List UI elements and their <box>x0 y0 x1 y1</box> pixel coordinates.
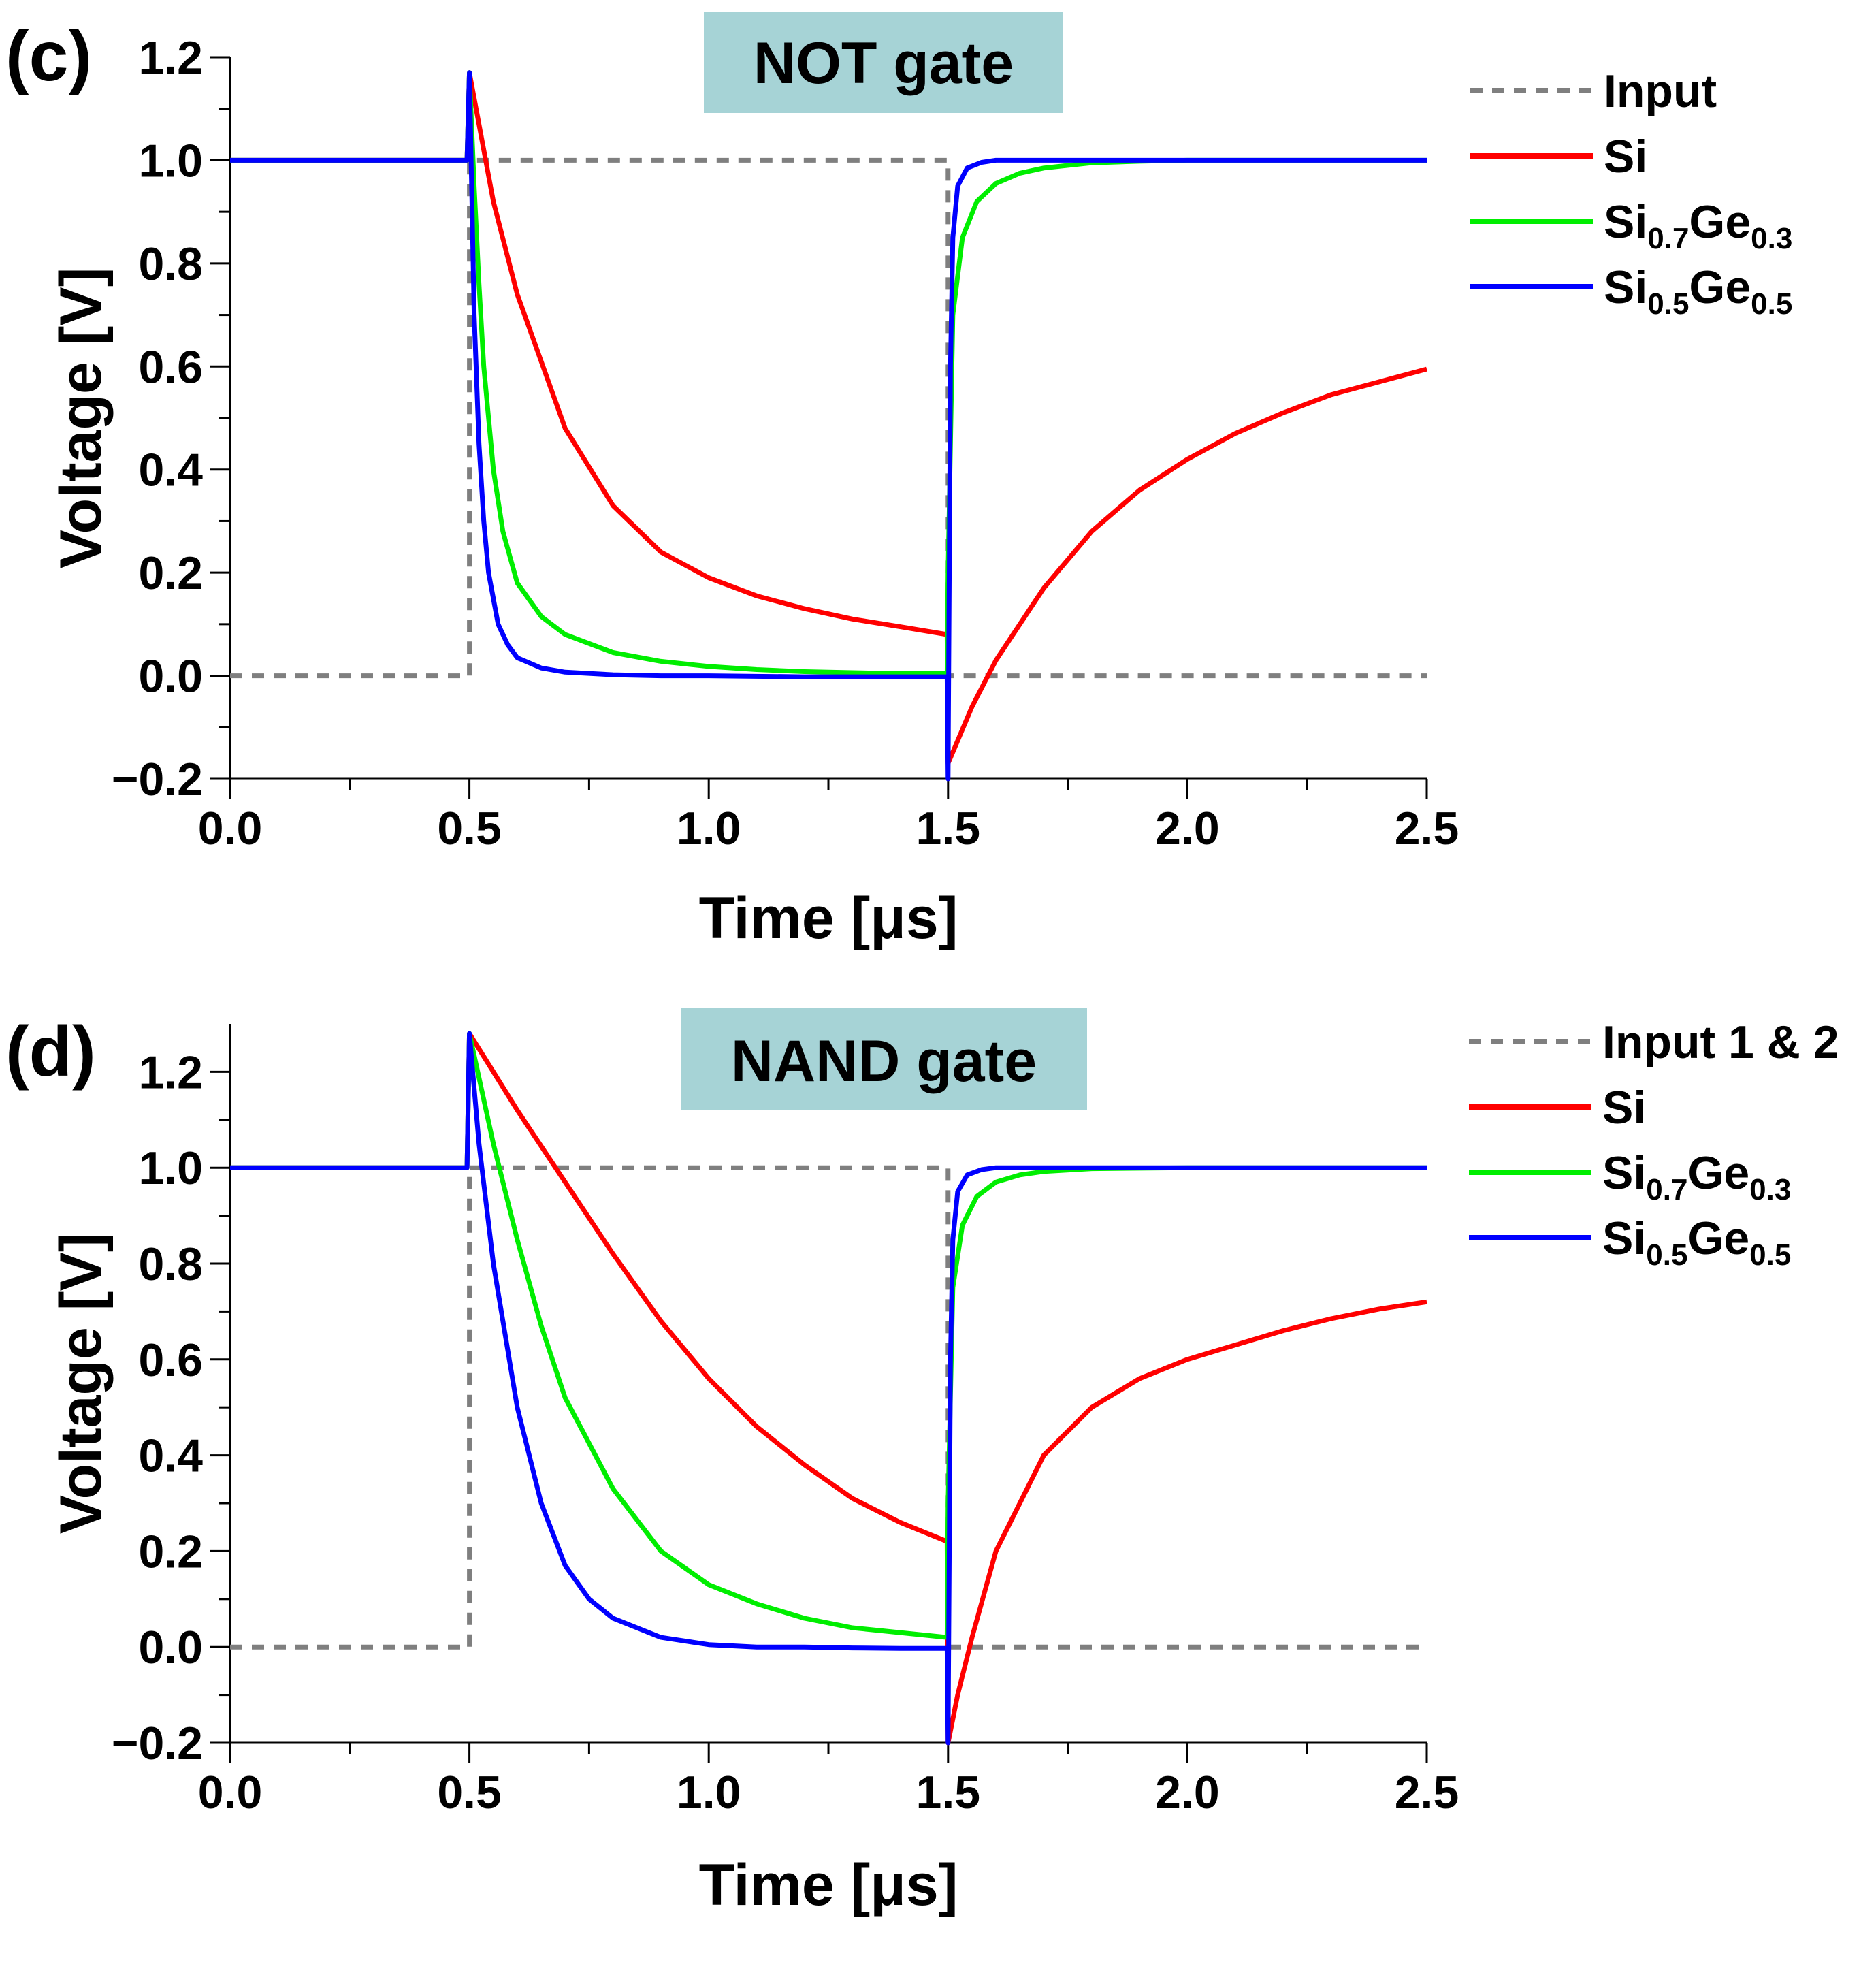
x-tick-label: 2.0 <box>1155 803 1220 854</box>
y-tick-label: −0.2 <box>112 1718 203 1769</box>
y-tick-label: 0.0 <box>138 651 203 703</box>
y-tick-label: 0.2 <box>138 547 203 599</box>
x-tick-label: 0.5 <box>437 1767 502 1818</box>
series-line-input <box>230 1165 1427 1650</box>
series-line-sige05 <box>230 70 1427 782</box>
x-tick-label: 1.0 <box>677 803 741 854</box>
series-line-si <box>230 1031 1427 1746</box>
legend-label-si: Si <box>1604 131 1647 182</box>
x-axis-label: Time [μs] <box>699 1852 958 1918</box>
x-tick-label: 1.5 <box>916 803 981 854</box>
legend-label-sige03: Si0.7Ge0.3 <box>1604 196 1792 255</box>
panel-label: (d) <box>5 1012 96 1091</box>
y-tick-label: −0.2 <box>112 754 203 805</box>
chart-title: NAND gate <box>731 1029 1037 1094</box>
x-tick-label: 1.0 <box>677 1767 741 1818</box>
x-tick-label: 2.0 <box>1155 1767 1220 1818</box>
legend-label-sige05: Si0.5Ge0.5 <box>1604 261 1792 321</box>
legend-label-input: Input 1 & 2 <box>1602 1016 1839 1068</box>
y-tick-label: 1.0 <box>138 1142 203 1194</box>
panel-label: (c) <box>5 17 92 96</box>
y-tick-label: 0.6 <box>138 1334 203 1386</box>
plot-area <box>230 1031 1427 1746</box>
y-tick-label: 0.4 <box>138 445 203 496</box>
series-line-input <box>230 157 1427 679</box>
x-tick-label: 2.5 <box>1395 803 1459 854</box>
y-tick-label: 0.4 <box>138 1430 203 1482</box>
chart-title: NOT gate <box>754 31 1014 96</box>
y-axis-label: Voltage [V] <box>48 1233 114 1534</box>
y-tick-label: 0.8 <box>138 238 203 290</box>
y-tick-label: 0.8 <box>138 1238 203 1290</box>
x-tick-label: 1.5 <box>916 1767 981 1818</box>
y-tick-label: 0.6 <box>138 341 203 393</box>
legend-label-input: Input <box>1604 65 1717 117</box>
series-line-sige03 <box>230 1031 1427 1640</box>
legend-label-sige03: Si0.7Ge0.3 <box>1602 1147 1791 1206</box>
title-box <box>704 12 1063 113</box>
y-tick-label: 1.2 <box>138 1046 203 1098</box>
x-axis-label: Time [μs] <box>699 886 958 951</box>
legend-label-sige05: Si0.5Ge0.5 <box>1602 1212 1791 1272</box>
series-line-si <box>230 70 1427 766</box>
title-box <box>681 1008 1087 1110</box>
plot-area <box>230 70 1427 782</box>
x-tick-label: 0.0 <box>198 803 263 854</box>
series-line-sige05 <box>230 1031 1427 1746</box>
x-tick-label: 0.5 <box>437 803 502 854</box>
y-tick-label: 0.2 <box>138 1526 203 1577</box>
legend-label-si: Si <box>1602 1082 1646 1134</box>
y-tick-label: 1.2 <box>138 32 203 84</box>
y-tick-label: 0.0 <box>138 1622 203 1673</box>
series-line-sige03 <box>230 70 1427 676</box>
x-tick-label: 0.0 <box>198 1767 263 1818</box>
y-axis-label: Voltage [V] <box>48 268 114 569</box>
x-tick-label: 2.5 <box>1395 1767 1459 1818</box>
y-tick-label: 1.0 <box>138 135 203 187</box>
